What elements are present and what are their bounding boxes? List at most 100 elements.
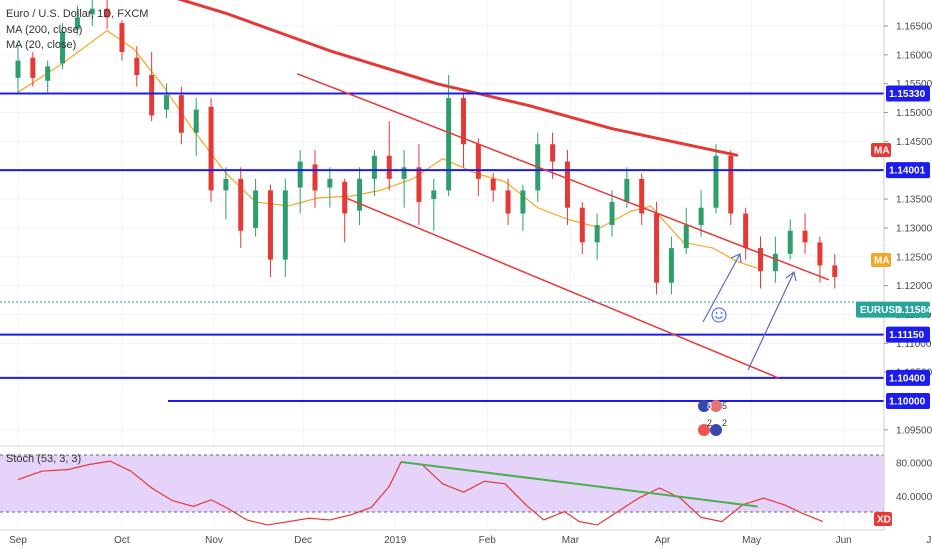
candle-body xyxy=(564,161,570,208)
candle-body xyxy=(698,207,704,226)
horizontal-levels xyxy=(0,92,884,402)
stoch-tag-bg xyxy=(874,512,892,526)
candle-body xyxy=(371,155,377,179)
time-tick-label: Apr xyxy=(655,535,671,546)
candle-body xyxy=(668,248,674,283)
candle-body xyxy=(490,178,496,191)
price-tick-label: 1.14500 xyxy=(896,137,932,148)
level-tag-text: 1.11150 xyxy=(889,330,924,341)
candle-body xyxy=(758,248,763,272)
candle-body xyxy=(461,98,466,145)
ma200-tag: MA xyxy=(871,143,891,157)
candle-body xyxy=(149,75,155,116)
legend: Euro / U.S. Dollar, 1D, FXCM MA (200, cl… xyxy=(6,8,148,465)
candle-body xyxy=(787,230,793,254)
time-tick-label: Sep xyxy=(9,535,27,546)
candle-body xyxy=(743,213,749,249)
candle-body xyxy=(639,178,645,214)
time-tick-label: Jun xyxy=(836,535,852,546)
stoch-divergence-line xyxy=(401,460,758,508)
level-tag-bg xyxy=(886,162,930,179)
grid xyxy=(0,0,884,530)
time-tick-label: Jul xyxy=(926,535,932,546)
stoch-pane xyxy=(0,454,884,526)
price-tick-label: 1.15500 xyxy=(896,79,932,90)
candle-body xyxy=(30,57,36,78)
candle-body xyxy=(431,190,437,200)
price-tick-label: 1.09500 xyxy=(896,425,932,436)
candle-body xyxy=(15,60,21,78)
level-tag-bg xyxy=(886,369,930,386)
candle-body xyxy=(713,155,719,208)
svg-text:8: 8 xyxy=(707,401,712,411)
time-tick-label: 2019 xyxy=(384,535,407,546)
level-tag: 1.14001 xyxy=(886,162,930,179)
candle-body xyxy=(104,8,110,18)
last-price-tag-value: 1.11584 xyxy=(896,305,932,316)
time-tick-label: Oct xyxy=(114,535,130,546)
candle-body xyxy=(609,201,615,226)
candle-body xyxy=(119,23,125,52)
time-tick-label: Dec xyxy=(294,535,312,546)
candle-body xyxy=(654,213,660,283)
ma20-tag-text: MA xyxy=(874,256,890,267)
ma20-tag-bg xyxy=(871,253,891,267)
candle-body xyxy=(772,253,778,272)
candle-body xyxy=(505,190,511,214)
stoch-tag-text: XD xyxy=(877,515,891,526)
candle-body xyxy=(282,190,288,260)
candle-body xyxy=(357,178,363,211)
level-tag: 1.15330 xyxy=(886,85,930,102)
candle-body xyxy=(164,95,169,110)
time-tick-label: Nov xyxy=(205,535,223,546)
channel-line xyxy=(341,195,779,379)
candle-body xyxy=(312,164,318,191)
candle-body xyxy=(60,31,66,64)
svg-text:2: 2 xyxy=(722,418,727,428)
ma20-path xyxy=(17,29,758,269)
candle-body xyxy=(134,57,140,76)
ma200-tag-text: MA xyxy=(874,146,890,157)
projection-arrows xyxy=(702,253,797,371)
event-markers-icon: 8 5 2 2 xyxy=(698,400,727,436)
candle-body xyxy=(178,95,184,133)
candle-body xyxy=(74,17,80,29)
level-tag-text: 1.10000 xyxy=(889,396,926,407)
candle-body xyxy=(327,178,333,188)
candle-body xyxy=(520,190,526,214)
legend-stoch: Stoch (53, 3, 3) xyxy=(6,453,81,465)
channel-line xyxy=(296,73,830,281)
time-tick-label: Mar xyxy=(562,535,580,546)
price-tick-label: 1.12000 xyxy=(896,281,932,292)
level-tag: 1.10000 xyxy=(886,392,930,409)
level-tag-text: 1.15330 xyxy=(889,89,926,100)
level-tag-bg xyxy=(886,392,930,409)
candle-body xyxy=(550,144,556,162)
candlesticks xyxy=(15,0,838,295)
candle-body xyxy=(475,144,481,179)
ma200-tag-bg xyxy=(871,143,891,157)
level-tag-bg xyxy=(886,326,930,343)
level-tag-bg xyxy=(886,85,930,102)
time-tick-label: Feb xyxy=(479,535,497,546)
legend-ma20: MA (20, close) xyxy=(6,39,76,51)
price-tick-label: 1.13000 xyxy=(896,223,932,234)
level-tag: 1.11150 xyxy=(886,326,930,343)
candle-body xyxy=(223,178,229,191)
level-tag-text: 1.10400 xyxy=(889,373,926,384)
ma20-line xyxy=(17,29,758,269)
candle-body xyxy=(253,190,259,228)
price-tags: 1.15330 1.14001 1.11150 1.10400 1.10000 EURUS… xyxy=(856,85,932,526)
svg-text:2: 2 xyxy=(707,418,712,428)
last-price-tag-bg xyxy=(856,301,930,318)
candle-body xyxy=(446,98,452,191)
candle-body xyxy=(401,167,407,179)
last-price-tag-symbol: EURUSD xyxy=(860,305,902,316)
candle-body xyxy=(193,109,199,133)
price-tick-label: 1.15000 xyxy=(896,108,932,119)
candle-body xyxy=(89,8,95,15)
level-tag: 1.10400 xyxy=(886,369,930,386)
ma200-path xyxy=(176,0,739,157)
